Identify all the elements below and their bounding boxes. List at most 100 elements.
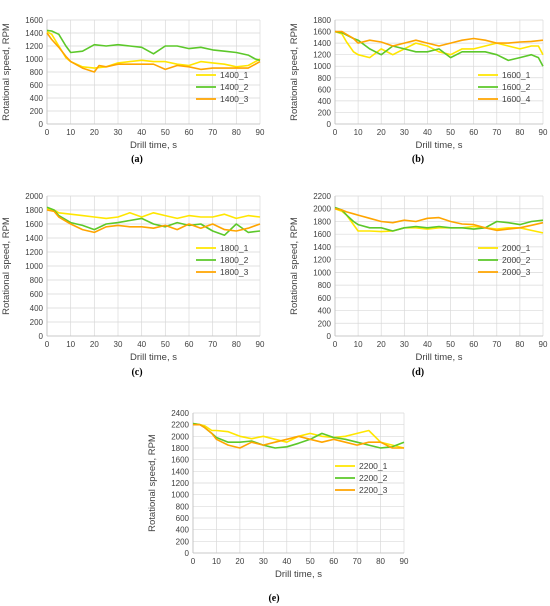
y-tick-label: 0 [185,549,190,558]
chart-panel-2: 0 200 400 600 800 1000 1200 1400 1600 1800 2000 0 10… [1,192,265,378]
y-tick-label: 1600 [313,28,331,37]
x-tick-label: 0 [191,557,196,566]
x-tick-label: 50 [446,128,455,137]
y-axis-label: Rotational speed, RPM [1,217,12,315]
x-tick-label: 0 [333,128,338,137]
y-tick-label: 1800 [313,217,331,226]
x-tick-label: 80 [232,128,241,137]
x-tick-label: 20 [90,128,99,137]
x-tick-label: 70 [208,340,217,349]
series-line-2200_3 [193,423,404,449]
x-tick-label: 30 [259,557,268,566]
y-tick-label: 800 [176,502,190,511]
x-tick-label: 0 [333,340,338,349]
legend-label: 2000_1 [502,243,531,253]
series-line-1600_1 [334,30,544,59]
legend-label: 2200_2 [359,473,388,483]
series-line-1400_2 [46,29,261,62]
y-axis-label: Rotational speed, RPM [289,217,300,315]
x-tick-label: 0 [45,128,50,137]
y-tick-label: 1400 [25,29,43,38]
x-tick-label: 60 [469,128,478,137]
series-line-1800_3 [46,209,261,234]
x-tick-label: 90 [400,557,409,566]
y-tick-label: 800 [318,281,332,290]
x-tick-label: 30 [400,128,409,137]
y-tick-label: 400 [318,97,332,106]
y-tick-label: 200 [30,318,44,327]
legend-label: 1400_2 [220,82,249,92]
y-tick-label: 0 [39,332,44,341]
y-tick-label: 1400 [313,243,331,252]
y-tick-label: 1000 [25,55,43,64]
x-tick-label: 80 [515,128,524,137]
x-tick-label: 40 [282,557,291,566]
y-tick-label: 1000 [171,491,189,500]
x-tick-label: 10 [66,340,75,349]
y-axis-label: Rotational speed, RPM [289,23,300,121]
x-tick-label: 70 [492,340,501,349]
x-tick-label: 90 [539,128,548,137]
x-tick-label: 70 [208,128,217,137]
x-tick-label: 80 [376,557,385,566]
y-tick-label: 200 [318,319,332,328]
x-tick-label: 30 [114,128,123,137]
y-tick-label: 400 [30,94,44,103]
x-tick-label: 50 [161,128,170,137]
y-tick-label: 1200 [313,256,331,265]
x-axis-label: Drill time, s [130,352,177,363]
y-tick-label: 800 [30,276,44,285]
x-tick-label: 60 [329,557,338,566]
y-tick-label: 800 [30,68,44,77]
y-tick-label: 2200 [313,192,331,201]
y-tick-label: 2000 [25,192,43,201]
series-line-1600_2 [334,30,544,67]
x-axis-label: Drill time, s [275,569,322,580]
legend-label: 2200_3 [359,485,388,495]
panel-caption: (b) [412,154,424,165]
legend-label: 2000_3 [502,267,531,277]
y-tick-label: 600 [30,81,44,90]
x-axis-label: Drill time, s [130,140,177,151]
x-tick-label: 30 [114,340,123,349]
y-tick-label: 1200 [171,479,189,488]
y-tick-label: 2000 [313,205,331,214]
x-tick-label: 40 [137,128,146,137]
legend-label: 1400_3 [220,94,249,104]
series-line-2200_1 [192,422,405,449]
series-line-1400_1 [46,30,261,69]
x-tick-label: 50 [306,557,315,566]
series-line-1400_3 [46,32,261,73]
panel-caption: (a) [131,154,143,165]
x-tick-label: 80 [515,340,524,349]
y-tick-label: 1600 [25,220,43,229]
x-axis-label: Drill time, s [416,140,463,151]
series-line-1600_4 [335,30,544,47]
legend-label: 2200_1 [359,461,388,471]
y-tick-label: 200 [318,108,332,117]
x-tick-label: 80 [232,340,241,349]
x-tick-label: 60 [469,340,478,349]
x-axis-label: Drill time, s [416,352,463,363]
y-tick-label: 1400 [171,467,189,476]
x-tick-label: 60 [185,128,194,137]
x-tick-label: 70 [353,557,362,566]
y-tick-label: 400 [30,304,44,313]
chart-panel-1: 0 200 400 600 800 1000 1200 1400 1600 1800 0 10 20 30… [289,16,548,165]
x-tick-label: 40 [423,340,432,349]
y-tick-label: 1600 [25,16,43,25]
y-tick-label: 1200 [25,42,43,51]
x-tick-label: 60 [185,340,194,349]
panel-caption: (d) [412,367,424,378]
legend-label: 1400_1 [220,70,249,80]
x-tick-label: 20 [235,557,244,566]
y-tick-label: 600 [318,85,332,94]
x-tick-label: 90 [256,340,265,349]
y-tick-label: 1000 [313,268,331,277]
panel-caption: (c) [131,367,142,378]
x-tick-label: 90 [256,128,265,137]
y-axis-label: Rotational speed, RPM [147,434,158,532]
series-line-1800_2 [46,206,261,236]
legend-label: 1600_1 [502,70,531,80]
x-tick-label: 30 [400,340,409,349]
